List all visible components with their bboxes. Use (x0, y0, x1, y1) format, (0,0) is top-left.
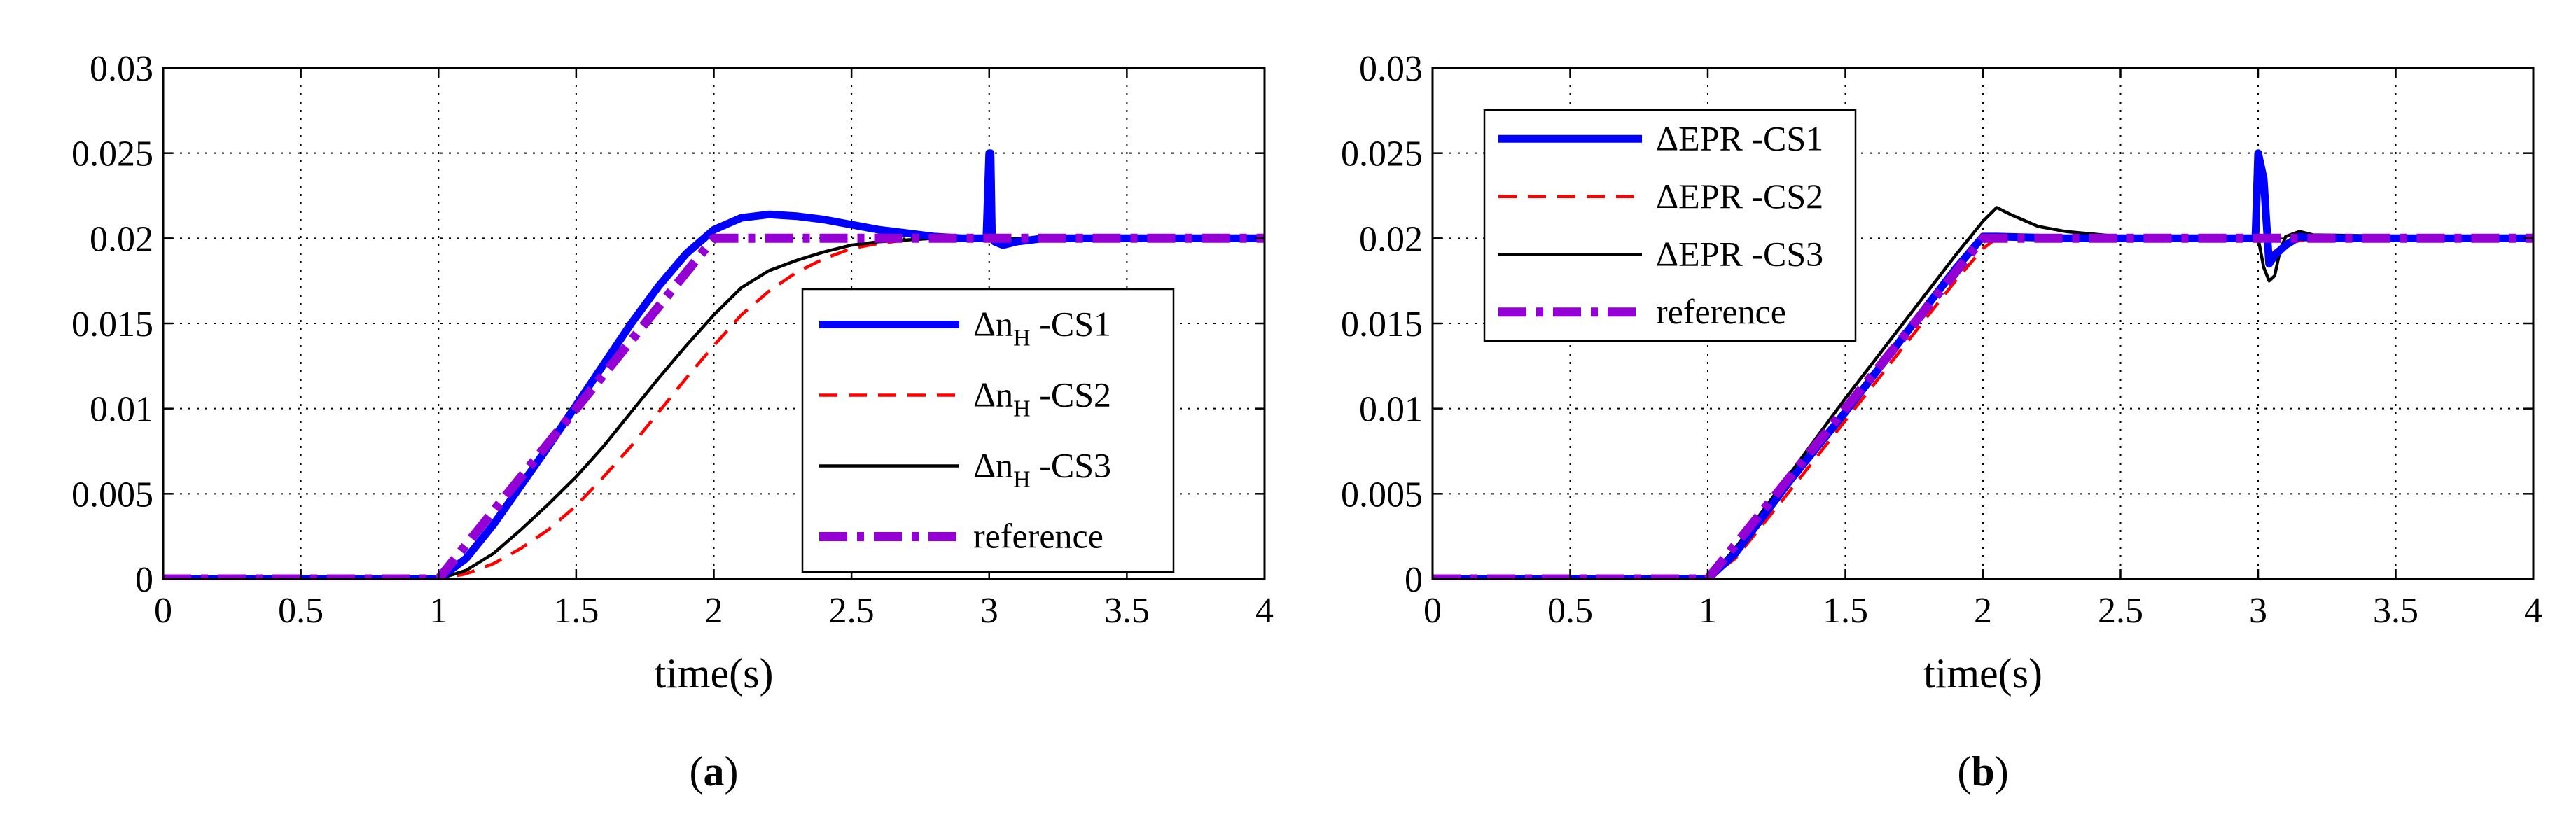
x-tick-label: 3 (2249, 591, 2267, 631)
legend: ΔnH -CS1 ΔnH -CS2 ΔnH -CS3 reference (801, 288, 1175, 573)
chart-panel-b: 0 0.5 1 1.5 2 2.5 3 3.5 4 0 0.005 0.01 0.015 0.02 0.02… (1341, 49, 2542, 795)
legend-box (801, 288, 1175, 573)
y-tick-label: 0.03 (90, 49, 153, 89)
x-tick-label: 1.5 (1823, 591, 1868, 631)
series-line-reference (163, 233, 1265, 580)
y-tick-label: 0.015 (1341, 305, 1423, 344)
y-tick-label: 0.005 (71, 475, 153, 515)
y-tick-label: 0.015 (71, 305, 153, 344)
x-tick-label: 2 (1974, 591, 1992, 631)
x-axis-label: time(s) (655, 650, 774, 697)
x-tick-label: 0 (154, 591, 172, 631)
x-tick-label: 1.5 (553, 591, 599, 631)
x-tick-label: 0 (1423, 591, 1442, 631)
x-tick-label: 3 (980, 591, 998, 631)
legend-entry-label: reference (1656, 292, 1786, 331)
panel-label: (a) (690, 748, 739, 795)
series-group (1433, 149, 2533, 580)
legend-entry-label: ΔEPR -CS2 (1656, 176, 1823, 216)
x-tick-label: 0.5 (1547, 591, 1593, 631)
legend-box (1483, 109, 1857, 342)
chart-panel-a: 0 0.5 1 1.5 2 2.5 3 3.5 4 0 0.005 0.01 0.015 0.02 0.02… (71, 49, 1274, 795)
legend-entry-label: ΔEPR -CS3 (1656, 234, 1823, 273)
y-tick-label: 0.01 (1359, 390, 1423, 430)
x-axis-label: time(s) (1923, 650, 2042, 697)
x-tick-label: 3.5 (1104, 591, 1150, 631)
y-tick-label: 0.03 (1359, 49, 1423, 89)
legend-entry-label: ΔnH -CS3 (973, 446, 1111, 493)
series-group (163, 149, 1265, 580)
x-tick-label: 1 (429, 591, 447, 631)
panel-label: (b) (1957, 748, 2008, 795)
x-tick-label: 2.5 (2098, 591, 2143, 631)
x-tick-label: 1 (1699, 591, 1717, 631)
legend-entry-label: reference (973, 517, 1103, 556)
y-tick-label: 0 (1405, 560, 1423, 600)
y-tick-label: 0 (135, 560, 153, 600)
legend-entry-label: ΔnH -CS1 (973, 305, 1111, 351)
legend-entry-label: ΔEPR -CS1 (1656, 118, 1823, 158)
legend-entry-label: ΔnH -CS2 (973, 375, 1111, 422)
y-tick-label: 0.025 (1341, 134, 1423, 174)
x-tick-label: 4 (1255, 591, 1274, 631)
series-line-reference (1433, 233, 2533, 580)
y-tick-label: 0.02 (1359, 219, 1423, 259)
x-tick-label: 3.5 (2373, 591, 2418, 631)
x-tick-label: 2 (705, 591, 723, 631)
legend: ΔEPR -CS1 ΔEPR -CS2 ΔEPR -CS3 reference (1483, 109, 1857, 342)
x-tick-label: 2.5 (829, 591, 875, 631)
y-tick-label: 0.02 (90, 219, 153, 259)
y-tick-label: 0.005 (1341, 475, 1423, 515)
x-tick-label: 4 (2524, 591, 2542, 631)
y-tick-label: 0.025 (71, 134, 153, 174)
y-tick-label: 0.01 (90, 390, 153, 430)
x-tick-label: 0.5 (278, 591, 323, 631)
